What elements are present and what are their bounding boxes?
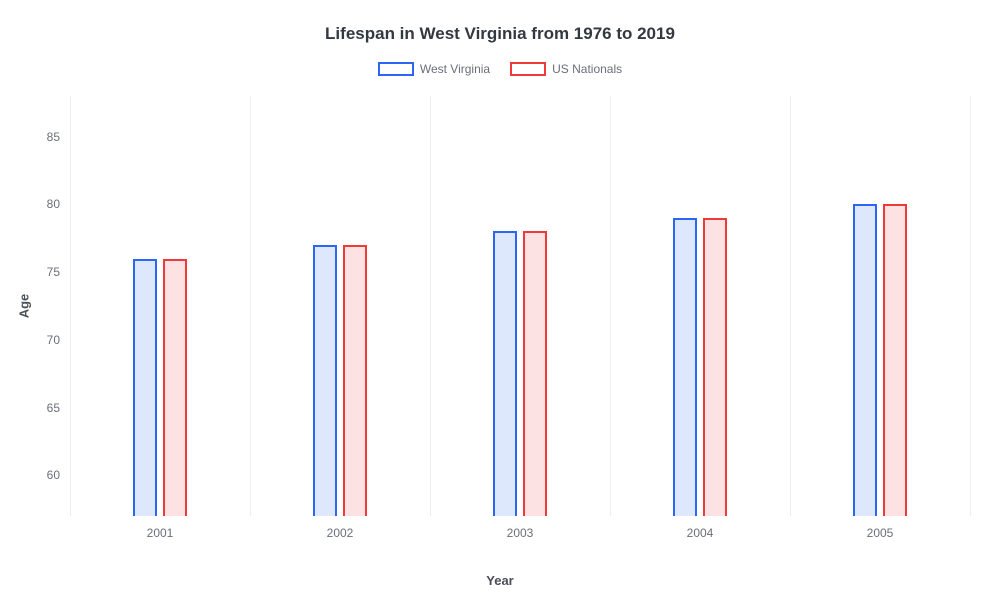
bar[interactable] bbox=[343, 245, 367, 516]
chart-title: Lifespan in West Virginia from 1976 to 2… bbox=[0, 0, 1000, 62]
bar[interactable] bbox=[163, 259, 187, 516]
bar[interactable] bbox=[703, 218, 727, 516]
grid-line bbox=[790, 96, 791, 516]
y-tick-label: 80 bbox=[47, 197, 60, 211]
x-tick-label: 2005 bbox=[867, 526, 894, 540]
bar[interactable] bbox=[883, 204, 907, 516]
bar[interactable] bbox=[313, 245, 337, 516]
legend-label: US Nationals bbox=[552, 62, 622, 76]
bar[interactable] bbox=[853, 204, 877, 516]
legend-label: West Virginia bbox=[420, 62, 490, 76]
grid-line bbox=[250, 96, 251, 516]
x-tick-label: 2002 bbox=[327, 526, 354, 540]
x-tick-label: 2003 bbox=[507, 526, 534, 540]
grid-line bbox=[610, 96, 611, 516]
legend-item-0[interactable]: West Virginia bbox=[378, 62, 490, 76]
x-tick-label: 2001 bbox=[147, 526, 174, 540]
legend: West Virginia US Nationals bbox=[0, 62, 1000, 76]
y-tick-label: 65 bbox=[47, 401, 60, 415]
bar[interactable] bbox=[133, 259, 157, 516]
plot-area: 60657075808520012002200320042005 bbox=[70, 96, 970, 516]
y-tick-label: 75 bbox=[47, 265, 60, 279]
grid-line bbox=[970, 96, 971, 516]
y-tick-label: 60 bbox=[47, 468, 60, 482]
bar[interactable] bbox=[523, 231, 547, 516]
legend-swatch bbox=[378, 62, 414, 76]
grid-line bbox=[430, 96, 431, 516]
legend-swatch bbox=[510, 62, 546, 76]
y-axis-title: Age bbox=[17, 294, 32, 319]
y-tick-label: 70 bbox=[47, 333, 60, 347]
grid-line bbox=[70, 96, 71, 516]
bar[interactable] bbox=[493, 231, 517, 516]
x-axis-title: Year bbox=[486, 573, 513, 588]
legend-item-1[interactable]: US Nationals bbox=[510, 62, 622, 76]
y-tick-label: 85 bbox=[47, 130, 60, 144]
bar[interactable] bbox=[673, 218, 697, 516]
x-tick-label: 2004 bbox=[687, 526, 714, 540]
